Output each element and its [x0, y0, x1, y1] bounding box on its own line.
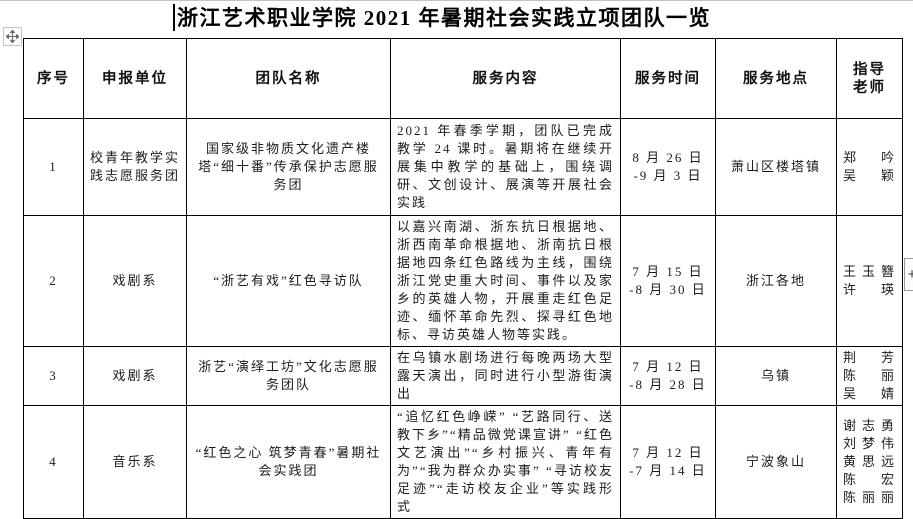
cell-unit[interactable]: 戏剧系 [83, 215, 187, 347]
time-line: -9 月 3 日 [633, 168, 703, 183]
cell-time[interactable]: 7 月 12 日 -7 月 14 日 [620, 405, 716, 519]
teacher-name: 陈丽 [843, 368, 896, 383]
teacher-name: 郑吟 [843, 150, 896, 165]
header-no[interactable]: 序号 [23, 38, 84, 119]
cell-unit[interactable]: 音乐系 [83, 405, 187, 519]
cell-teachers[interactable]: 王玉簪 许瑛 [836, 215, 903, 347]
time-line: 7 月 12 日 [632, 359, 704, 374]
teacher-name: 刘梦伟 [843, 436, 896, 451]
teacher-name: 荆芳 [843, 350, 896, 365]
text-cursor [173, 4, 175, 31]
teacher-name: 陈宏 [843, 472, 896, 487]
cell-no[interactable]: 4 [23, 405, 84, 519]
cell-team[interactable]: 国家级非物质文化遗产楼塔“细十番”传承保护志愿服务团 [186, 118, 391, 216]
cell-time[interactable]: 7 月 12 日 -8 月 28 日 [620, 346, 716, 406]
cell-location[interactable]: 宁波象山 [715, 405, 837, 519]
header-teacher[interactable]: 指导老师 [836, 38, 903, 119]
teacher-name: 王玉簪 [843, 264, 896, 279]
page-title[interactable]: 浙江艺术职业学院 2021 年暑期社会实践立项团队一览 [177, 6, 711, 30]
table-row: 4 音乐系 “红色之心 筑梦青春”暑期社会实践团 “追忆红色峥嵘” “艺路同行、… [23, 405, 903, 519]
time-line: -8 月 28 日 [629, 377, 707, 392]
cell-content[interactable]: 以嘉兴南湖、浙东抗日根据地、浙西南革命根据地、浙南抗日根据地四条红色路线为主线，… [390, 215, 621, 347]
header-content[interactable]: 服务内容 [390, 38, 621, 119]
cell-time[interactable]: 7 月 15 日 -8 月 30 日 [620, 215, 716, 347]
header-unit[interactable]: 申报单位 [83, 38, 187, 119]
cell-time[interactable]: 8 月 26 日 -9 月 3 日 [620, 118, 716, 216]
table-move-handle[interactable] [3, 27, 22, 46]
time-line: 8 月 26 日 [632, 150, 704, 165]
cell-no[interactable]: 2 [23, 215, 84, 347]
table-row: 3 戏剧系 浙艺“演绎工坊”文化志愿服务团队 在乌镇水剧场进行每晚两场大型露天演… [23, 346, 903, 406]
plus-icon: + [907, 266, 913, 283]
cell-teachers[interactable]: 谢志勇 刘梦伟 黄思远 陈宏 陈丽丽 [836, 405, 903, 519]
cell-content[interactable]: “追忆红色峥嵘” “艺路同行、送教下乡”“精品微党课宣讲” “红色文艺演出”“乡… [390, 405, 621, 519]
teacher-name: 许瑛 [843, 282, 896, 297]
cell-location[interactable]: 乌镇 [715, 346, 837, 406]
cell-location[interactable]: 萧山区楼塔镇 [715, 118, 837, 216]
header-time[interactable]: 服务时间 [620, 38, 716, 119]
cell-unit[interactable]: 校青年教学实践志愿服务团 [83, 118, 187, 216]
cell-no[interactable]: 3 [23, 346, 84, 406]
cell-team[interactable]: “红色之心 筑梦青春”暑期社会实践团 [186, 405, 391, 519]
cell-no[interactable]: 1 [23, 118, 84, 216]
cell-content[interactable]: 在乌镇水剧场进行每晚两场大型露天演出，同时进行小型游街演出 [390, 346, 621, 406]
cell-unit[interactable]: 戏剧系 [83, 346, 187, 406]
teams-table: 序号 申报单位 团队名称 服务内容 服务时间 服务地点 指导老师 1 校青年教学… [23, 38, 903, 519]
time-line: 7 月 12 日 [632, 445, 704, 460]
time-line: -8 月 30 日 [629, 282, 707, 297]
teacher-name: 谢志勇 [843, 418, 896, 433]
teacher-name: 吴颖 [843, 168, 896, 183]
cell-teachers[interactable]: 荆芳 陈丽 吴婧 [836, 346, 903, 406]
teacher-name: 陈丽丽 [843, 490, 896, 505]
teacher-name: 黄思远 [843, 454, 896, 469]
cell-content[interactable]: 2021 年春季学期，团队已完成教学 24 课时。暑期将在继续开展集中教学的基础… [390, 118, 621, 216]
header-team[interactable]: 团队名称 [186, 38, 391, 119]
cell-teachers[interactable]: 郑吟 吴颖 [836, 118, 903, 216]
table-row: 1 校青年教学实践志愿服务团 国家级非物质文化遗产楼塔“细十番”传承保护志愿服务… [23, 118, 903, 216]
time-line: -7 月 14 日 [629, 463, 707, 478]
window-top-edge [0, 0, 913, 1]
add-row-button[interactable]: + [904, 258, 913, 291]
teacher-name: 吴婧 [843, 386, 896, 401]
table-row: 2 戏剧系 “浙艺有戏”红色寻访队 以嘉兴南湖、浙东抗日根据地、浙西南革命根据地… [23, 215, 903, 347]
header-location[interactable]: 服务地点 [715, 38, 837, 119]
move-icon [6, 30, 19, 43]
time-line: 7 月 15 日 [632, 264, 704, 279]
cell-team[interactable]: 浙艺“演绎工坊”文化志愿服务团队 [186, 346, 391, 406]
header-row: 序号 申报单位 团队名称 服务内容 服务时间 服务地点 指导老师 [23, 38, 903, 119]
cell-location[interactable]: 浙江各地 [715, 215, 837, 347]
cell-team[interactable]: “浙艺有戏”红色寻访队 [186, 215, 391, 347]
